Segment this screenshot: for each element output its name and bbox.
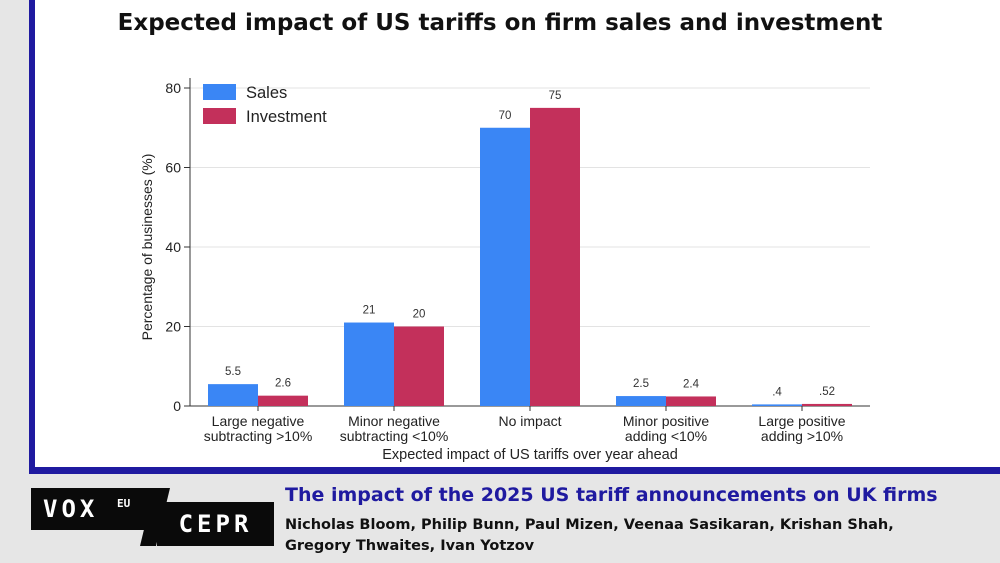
bar-investment <box>802 403 852 406</box>
bar-sales <box>616 396 666 406</box>
bar-sales <box>752 404 802 406</box>
data-label: 75 <box>549 90 562 102</box>
y-tick-label: 20 <box>165 319 181 335</box>
x-tick-label: No impact <box>498 413 561 429</box>
data-label: 2.5 <box>633 378 649 390</box>
bar-investment <box>394 326 444 406</box>
x-tick-label: Minor positive <box>623 413 710 429</box>
x-tick-label: adding >10% <box>761 428 843 444</box>
y-axis-title: Percentage of businesses (%) <box>139 154 155 341</box>
x-tick-label: adding <10% <box>625 428 707 444</box>
bar-investment <box>530 107 580 406</box>
legend-swatch-investment <box>203 108 236 124</box>
data-label: 21 <box>363 305 376 317</box>
x-tick-label: Large positive <box>758 413 845 429</box>
legend-swatch-sales <box>203 84 236 100</box>
data-label: 2.6 <box>275 378 291 390</box>
x-tick-label: Minor negative <box>348 413 440 429</box>
legend-label-sales: Sales <box>246 84 287 102</box>
y-tick-label: 40 <box>165 239 181 255</box>
authors-line-2: Gregory Thwaites, Ivan Yotzov <box>285 538 535 554</box>
bar-sales <box>480 127 530 406</box>
slide-title: Expected impact of US tariffs on firm sa… <box>117 10 883 36</box>
x-tick-label: subtracting >10% <box>204 428 313 444</box>
footer-authors: Nicholas Bloom, Philip Bunn, Paul Mizen,… <box>285 515 925 557</box>
bar-sales <box>208 384 258 406</box>
x-tick-label: Large negative <box>212 413 305 429</box>
x-tick-label: subtracting <10% <box>340 428 449 444</box>
cepr-logo: CEPR <box>157 502 274 546</box>
data-label: .52 <box>819 386 835 398</box>
data-label: .4 <box>772 386 782 398</box>
data-label: 2.4 <box>683 378 700 390</box>
legend-label-investment: Investment <box>246 108 327 126</box>
data-label: 20 <box>413 309 426 321</box>
voxeu-logo: VOX EU <box>31 488 156 530</box>
logo-eu-text: EU <box>117 497 131 510</box>
bar-investment <box>666 396 716 406</box>
data-label: 70 <box>499 110 512 122</box>
data-label: 5.5 <box>225 366 241 378</box>
bar-sales <box>344 322 394 406</box>
y-tick-label: 80 <box>165 80 181 96</box>
logo-vox-text: VOX <box>43 495 99 523</box>
y-tick-label: 60 <box>165 160 181 176</box>
x-axis-title: Expected impact of US tariffs over year … <box>382 447 678 463</box>
authors-line-1: Nicholas Bloom, Philip Bunn, Paul Mizen,… <box>285 517 894 533</box>
footer-article-title[interactable]: The impact of the 2025 US tariff announc… <box>285 484 938 506</box>
y-tick-label: 0 <box>173 398 181 414</box>
bar-investment <box>258 395 308 406</box>
